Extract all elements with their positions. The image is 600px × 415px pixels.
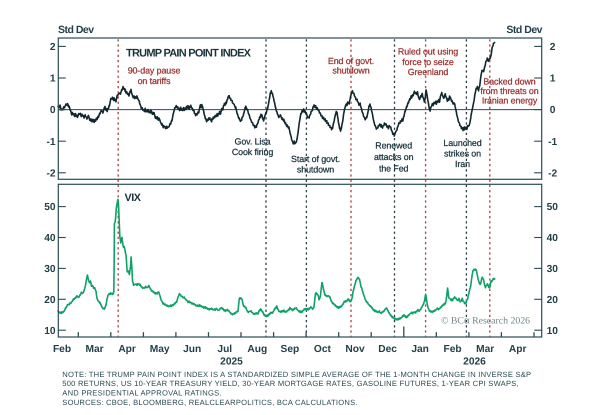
svg-text:on tariffs: on tariffs xyxy=(138,76,172,86)
svg-text:2: 2 xyxy=(550,42,556,53)
svg-text:Oct: Oct xyxy=(314,344,332,355)
svg-text:1: 1 xyxy=(550,74,556,85)
svg-text:strikes on: strikes on xyxy=(444,149,481,159)
svg-text:End of govt.: End of govt. xyxy=(328,56,374,66)
svg-text:-1: -1 xyxy=(47,137,56,148)
svg-text:30: 30 xyxy=(44,264,56,275)
svg-text:shutdown: shutdown xyxy=(297,165,334,175)
svg-text:Start of govt.: Start of govt. xyxy=(291,154,340,164)
svg-text:-2: -2 xyxy=(47,168,56,179)
svg-text:Aug: Aug xyxy=(247,344,267,355)
svg-text:Gov. Lisa: Gov. Lisa xyxy=(235,137,271,147)
svg-text:20: 20 xyxy=(44,295,56,306)
svg-text:Ruled out using: Ruled out using xyxy=(398,47,458,57)
svg-text:Iranian energy: Iranian energy xyxy=(482,95,538,105)
svg-text:VIX: VIX xyxy=(125,192,142,204)
svg-text:30: 30 xyxy=(547,264,559,275)
svg-text:Dec: Dec xyxy=(378,344,397,355)
svg-text:shutdown: shutdown xyxy=(332,65,369,75)
svg-text:2: 2 xyxy=(50,42,56,53)
svg-text:Mar: Mar xyxy=(86,344,104,355)
svg-text:Jun: Jun xyxy=(183,344,201,355)
svg-text:Sep: Sep xyxy=(281,344,300,355)
svg-text:from threats on: from threats on xyxy=(480,86,538,96)
svg-text:Jul: Jul xyxy=(217,344,232,355)
svg-text:SOURCES: CBOE, BLOOMBERG, REAL: SOURCES: CBOE, BLOOMBERG, REALCLEARPOLIT… xyxy=(62,398,357,407)
svg-text:Nov: Nov xyxy=(345,344,365,355)
svg-text:40: 40 xyxy=(44,233,56,244)
svg-text:attacks on: attacks on xyxy=(374,152,414,162)
svg-text:50: 50 xyxy=(547,202,559,213)
svg-text:20: 20 xyxy=(547,295,559,306)
svg-text:Greenland: Greenland xyxy=(408,67,449,77)
svg-text:50: 50 xyxy=(44,202,56,213)
svg-text:Mar: Mar xyxy=(476,344,494,355)
svg-text:Std Dev: Std Dev xyxy=(58,24,94,36)
svg-text:Iran: Iran xyxy=(455,159,470,169)
svg-text:-1: -1 xyxy=(548,137,557,148)
svg-text:0: 0 xyxy=(550,105,556,116)
svg-text:Renewed: Renewed xyxy=(375,141,412,151)
svg-text:Std Dev: Std Dev xyxy=(506,24,542,36)
svg-text:Apr: Apr xyxy=(118,344,136,355)
svg-text:2025: 2025 xyxy=(220,357,243,368)
svg-text:-2: -2 xyxy=(548,168,557,179)
svg-text:Feb: Feb xyxy=(53,344,71,355)
svg-text:Cook firing: Cook firing xyxy=(232,147,273,157)
svg-text:Launched: Launched xyxy=(443,138,481,148)
svg-text:2026: 2026 xyxy=(463,357,486,368)
svg-text:Jan: Jan xyxy=(411,344,429,355)
svg-text:1: 1 xyxy=(50,74,56,85)
svg-text:the Fed: the Fed xyxy=(379,163,409,173)
svg-text:Apr: Apr xyxy=(509,344,527,355)
svg-text:AND PRESIDENTIAL APPROVAL RATI: AND PRESIDENTIAL APPROVAL RATINGS. xyxy=(62,389,221,398)
svg-text:0: 0 xyxy=(50,105,56,116)
svg-text:force to seize: force to seize xyxy=(402,57,454,67)
svg-text:May: May xyxy=(150,344,170,355)
svg-text:Feb: Feb xyxy=(444,344,462,355)
svg-text:NOTE: THE TRUMP PAIN POINT IND: NOTE: THE TRUMP PAIN POINT INDEX IS A ST… xyxy=(62,370,531,379)
svg-text:10: 10 xyxy=(44,326,56,337)
svg-text:TRUMP PAIN POINT INDEX: TRUMP PAIN POINT INDEX xyxy=(126,48,252,60)
svg-text:500 RETURNS, US 10-YEAR TREASU: 500 RETURNS, US 10-YEAR TREASURY YIELD, … xyxy=(62,379,519,388)
svg-text:Backed down: Backed down xyxy=(483,77,535,87)
svg-text:40: 40 xyxy=(547,233,559,244)
svg-text:10: 10 xyxy=(547,326,559,337)
svg-text:90-day pause: 90-day pause xyxy=(128,66,181,76)
svg-text:© BCα Research 2026: © BCα Research 2026 xyxy=(441,315,530,327)
